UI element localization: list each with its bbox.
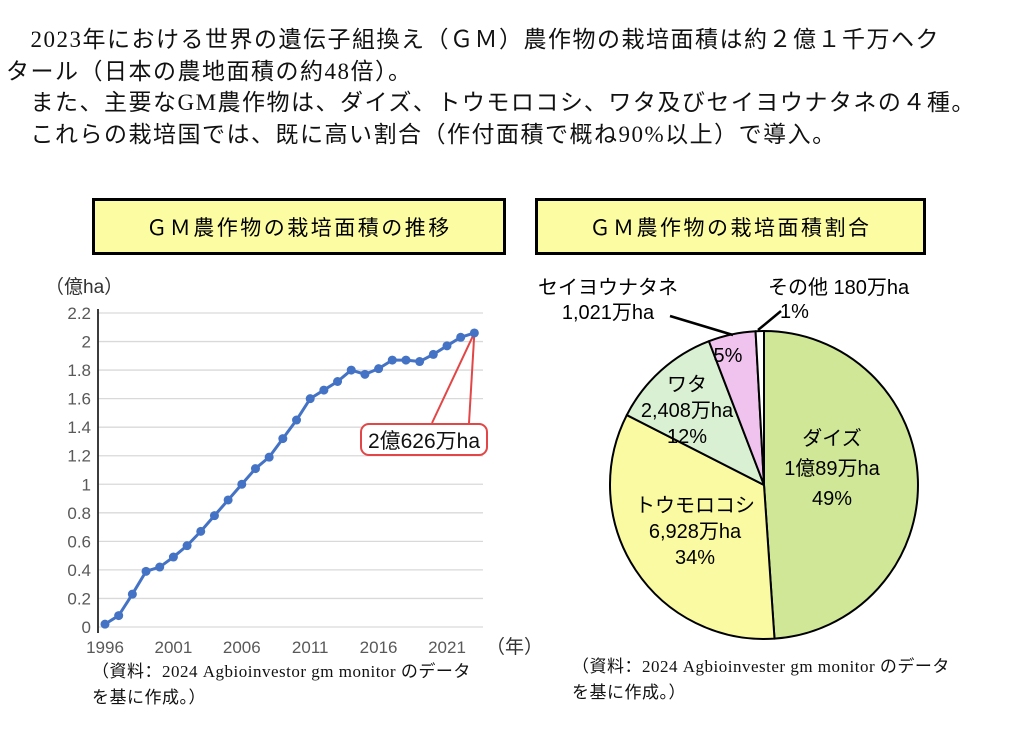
y-tick-label: 1.8 (67, 361, 91, 380)
data-point (346, 365, 356, 375)
data-point (374, 364, 384, 374)
y-tick-label: 0.2 (67, 589, 91, 608)
pie-chart-source-note: （資料：2024 Agbioinvester gm monitor のデータ を… (572, 654, 1012, 706)
data-point (114, 611, 124, 621)
pie-slice-1pct (754, 329, 765, 486)
pie-label-others-name: その他 180万ha (768, 277, 910, 299)
pie-label-others: その他 180万ha 1% (768, 276, 928, 324)
data-point (456, 332, 466, 342)
data-point (209, 511, 219, 521)
data-point (127, 589, 137, 599)
canola-leader-line (669, 314, 734, 337)
x-tick-label: 1996 (86, 638, 124, 657)
y-tick-label: 0 (82, 618, 91, 637)
source-line: を基に作成。） (92, 688, 206, 707)
others-leader-line (757, 310, 782, 331)
source-line: を基に作成。） (572, 683, 686, 702)
data-point (141, 566, 151, 576)
pie-slice-12pct (625, 340, 765, 486)
data-point (442, 341, 452, 351)
callout-leader-line (431, 332, 476, 424)
y-tick-label: 0.6 (67, 532, 91, 551)
header-line-1: 2023年における世界の遺伝子組換え（ＧＭ）農作物の栽培面積は約２億１千万ヘク (6, 27, 940, 52)
pie-label-corn-name: トウモロコシ (635, 495, 755, 517)
pie-label-canola: セイヨウナタネ 1,021万ha (528, 276, 688, 326)
data-point (100, 619, 110, 629)
pie-label-soybean-value: 1億89万ha (784, 458, 880, 480)
data-point (305, 394, 315, 404)
pie-label-canola-pct: 5% (713, 345, 743, 367)
pie-chart (609, 310, 919, 640)
y-tick-label: 0.4 (67, 561, 91, 580)
pie-slice-34pct (609, 414, 776, 640)
annotation-text: 2億626万ha (367, 429, 481, 453)
data-point (401, 355, 411, 365)
data-point (428, 349, 438, 359)
pie-chart-title-box: ＧＭ農作物の栽培面積割合 (535, 198, 926, 255)
line-chart-title-box: ＧＭ農作物の栽培面積の推移 (92, 198, 506, 255)
data-point (360, 369, 370, 379)
annotation-callout: 2億626万ha (360, 423, 488, 456)
source-line: （資料：2024 Agbioinvestor gm monitor のデータ (92, 662, 471, 681)
pie-label-soybean-pct: 49% (811, 488, 853, 510)
pie-label-others-pct: 1% (780, 301, 809, 323)
callout-leader-line (468, 332, 476, 424)
y-tick-label: 2.2 (67, 304, 91, 323)
line-chart-source-note: （資料：2024 Agbioinvestor gm monitor のデータ を… (92, 659, 532, 711)
pie-label-corn: トウモロコシ 6,928万ha 34% (632, 493, 758, 571)
data-point (469, 328, 479, 338)
pie-label-corn-value: 6,928万ha (648, 521, 742, 543)
data-point (292, 415, 302, 425)
x-tick-label: 2001 (154, 638, 192, 657)
data-point (319, 385, 329, 395)
data-point (278, 434, 288, 444)
data-point (182, 541, 192, 551)
x-tick-label: 2016 (360, 638, 398, 657)
data-point (196, 526, 206, 536)
x-tick-label: 2006 (223, 638, 261, 657)
y-tick-label: 1.2 (67, 447, 91, 466)
header-line-2: タール（日本の農地面積の約48倍）。 (6, 58, 413, 84)
data-point (415, 357, 425, 367)
x-tick-label: 2011 (292, 638, 329, 657)
x-axis-unit-label: （年） (486, 636, 535, 658)
data-point (223, 495, 233, 505)
data-point (264, 452, 274, 462)
data-line (103, 331, 476, 626)
source-line: （資料：2024 Agbioinvester gm monitor のデータ (572, 657, 950, 676)
data-point (155, 562, 165, 572)
x-tick-label: 2021 (428, 638, 466, 657)
pie-label-cotton-pct: 12% (666, 426, 708, 448)
line-chart: 0 0.2 0.4 0.6 0.8 1 1.2 1.4 1.6 1.8 2 2.2 1996 2001 20… (67, 304, 535, 658)
pie-label-canola-name: セイヨウナタネ (538, 277, 678, 299)
pie-label-soybean-name: ダイズ (802, 428, 862, 450)
header-line-3: また、主要なGM農作物は、ダイズ、トウモロコシ、ワタ及びセイヨウナタネの４種。 (6, 90, 976, 115)
pie-label-soybean: ダイズ 1億89万ha 49% (764, 424, 900, 514)
pie-label-cotton-value: 2,408万ha (640, 400, 734, 422)
data-point (168, 552, 178, 562)
pie-label-cotton: ワタ 2,408万ha 12% (626, 372, 748, 450)
data-point (237, 479, 247, 489)
y-tick-label: 1.4 (67, 418, 91, 437)
y-tick-label: 0.8 (67, 504, 91, 523)
header-text: 2023年における世界の遺伝子組換え（ＧＭ）農作物の栽培面積は約２億１千万ヘク … (6, 24, 1020, 150)
pie-label-canola-value: 1,021万ha (561, 302, 655, 324)
pie-label-corn-pct: 34% (674, 547, 716, 569)
pie-slice-49pct (763, 330, 919, 640)
pie-label-cotton-name: ワタ (667, 374, 707, 396)
pie-chart-title: ＧＭ農作物の栽培面積割合 (589, 215, 872, 240)
header-line-4: これらの栽培国では、既に高い割合（作付面積で概ね90%以上）で導入。 (6, 121, 837, 147)
y-axis-unit-label: （億ha） (45, 277, 124, 298)
data-point (387, 355, 397, 365)
data-point (333, 377, 343, 387)
data-point (250, 464, 260, 474)
y-tick-label: 2 (82, 333, 91, 352)
line-chart-title: ＧＭ農作物の栽培面積の推移 (146, 215, 452, 240)
y-tick-label: 1 (82, 475, 91, 494)
y-tick-label: 1.6 (67, 390, 91, 409)
